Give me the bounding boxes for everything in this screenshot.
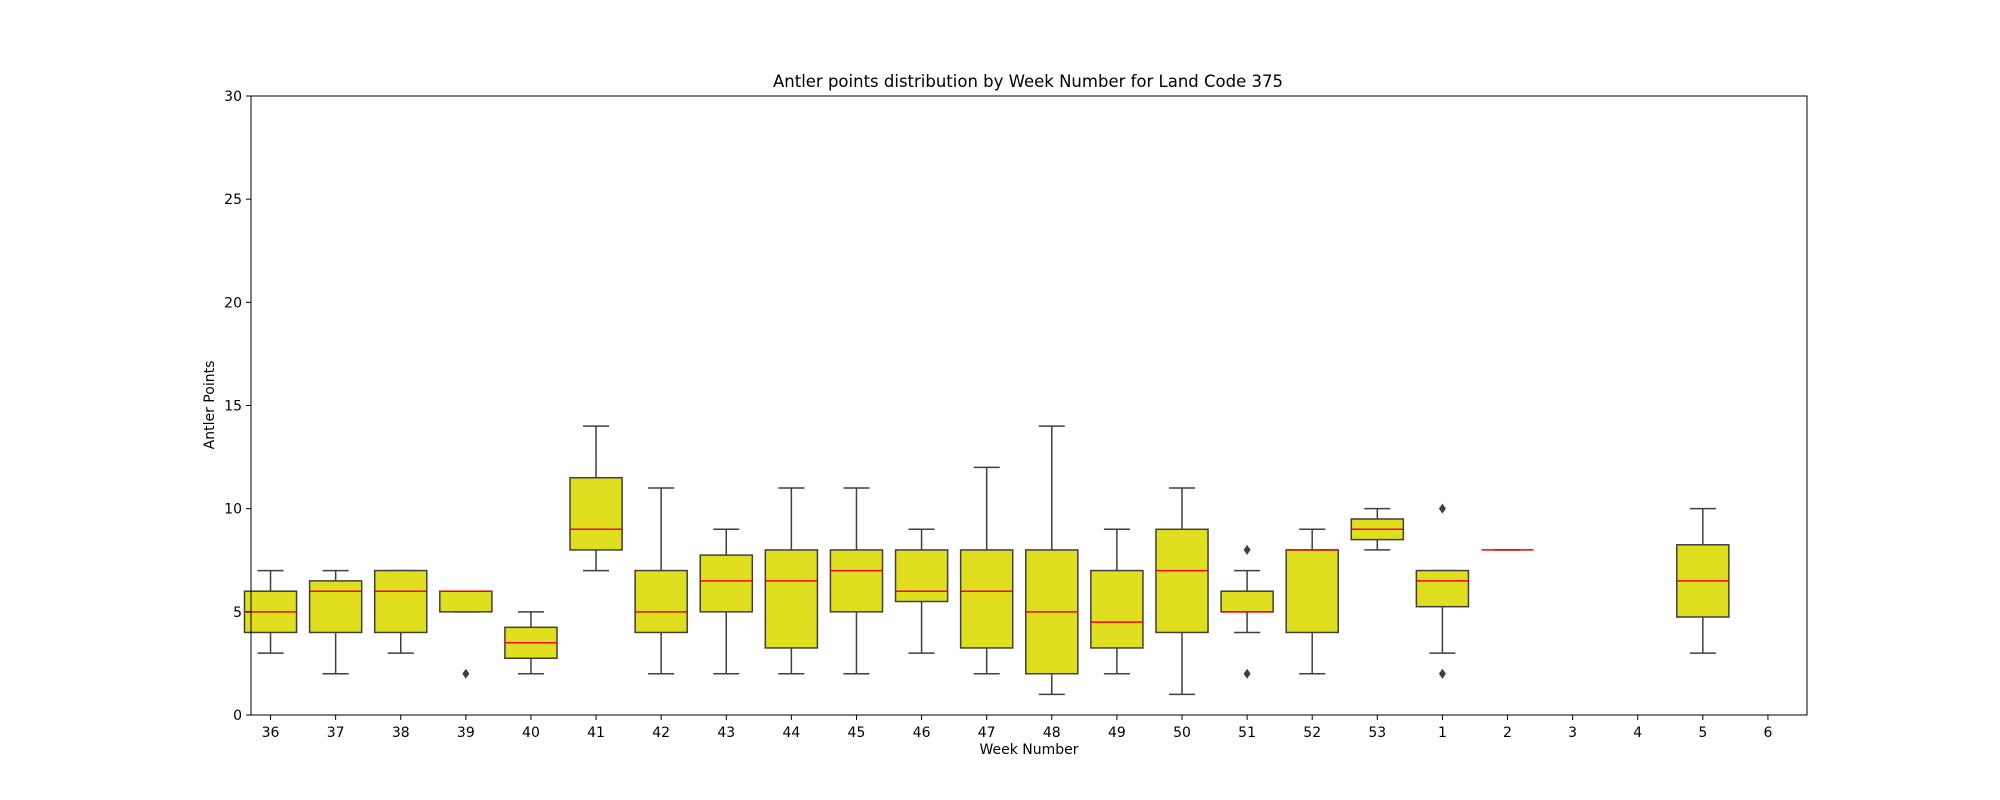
box-week-36 [243,569,298,654]
box-week-48 [1024,425,1079,696]
box-iqr [1415,569,1470,608]
x-tick-label: 3 [1568,725,1577,741]
x-tick-label: 42 [652,725,670,741]
x-tick-label: 43 [717,725,735,741]
box-week-53 [1350,507,1405,551]
box-iqr [308,580,363,634]
x-tick-label: 44 [782,725,800,741]
x-tick-label: 4 [1633,725,1642,741]
y-tick-label: 25 [224,192,242,208]
box-week-38 [373,569,428,654]
x-tick-label: 1 [1438,725,1447,741]
plot-frame [250,95,1808,716]
x-tick-label: 51 [1238,725,1256,741]
y-tick-label: 0 [233,708,242,724]
box-week-51 [1220,544,1274,679]
box-iqr [1155,528,1209,634]
outlier-point [1438,668,1446,679]
x-tick-label: 53 [1368,725,1386,741]
x-tick-label: 48 [1043,725,1061,741]
y-axis: 0 5 10 15 20 25 30 [224,89,251,724]
outlier-point [462,668,470,679]
outlier-point [1438,503,1446,514]
box-week-5 [1676,507,1730,654]
box-week-40 [504,611,558,675]
box-week-46 [894,528,949,654]
box-week-52 [1285,528,1339,675]
box-week-47 [959,466,1014,675]
y-tick-label: 15 [224,399,242,415]
box-iqr [1090,569,1144,649]
box-iqr [1285,549,1339,634]
plot-area [243,425,1730,696]
y-axis-label: Antler Points [202,361,218,450]
x-tick-label: 2 [1503,725,1512,741]
box-week-42 [634,487,688,675]
chart-title: Antler points distribution by Week Numbe… [773,72,1283,91]
x-tick-label: 36 [262,725,280,741]
x-tick-label: 39 [457,725,475,741]
box-iqr [699,554,754,613]
y-tick-label: 20 [224,295,242,311]
x-tick-label: 37 [327,725,345,741]
x-axis: 36 37 38 39 40 41 42 43 44 45 46 47 48 49 50 51 52 53 1 2 3 4… [262,715,1772,741]
x-tick-label: 50 [1173,725,1191,741]
box-iqr [894,549,949,603]
box-iqr [829,549,884,613]
box-iqr [1220,590,1274,613]
x-tick-label: 40 [522,725,540,741]
x-tick-label: 5 [1698,725,1707,741]
x-tick-label: 6 [1763,725,1772,741]
x-tick-label: 45 [848,725,866,741]
y-tick-label: 5 [233,605,242,621]
outlier-point [1243,544,1251,555]
box-week-41 [569,425,623,572]
x-tick-label: 52 [1303,725,1321,741]
box-iqr [569,476,623,551]
box-iqr [959,549,1014,649]
x-tick-label: 41 [587,725,605,741]
box-iqr [634,569,688,634]
box-iqr [439,590,493,613]
x-tick-label: 46 [913,725,931,741]
outlier-point [1243,668,1251,679]
box-week-43 [699,528,754,675]
x-tick-label: 49 [1108,725,1126,741]
box-week-39 [439,590,493,679]
x-axis-label: Week Number [979,742,1078,758]
box-week-50 [1155,487,1209,696]
x-tick-label: 38 [392,725,410,741]
box-week-44 [764,487,819,675]
y-tick-label: 30 [224,89,242,105]
box-week-1 [1415,503,1470,679]
box-week-45 [829,487,884,675]
box-iqr [373,569,428,634]
y-tick-label: 10 [224,502,242,518]
box-iqr [764,549,819,649]
box-week-37 [308,569,363,675]
x-tick-label: 47 [978,725,996,741]
box-week-49 [1090,528,1144,675]
